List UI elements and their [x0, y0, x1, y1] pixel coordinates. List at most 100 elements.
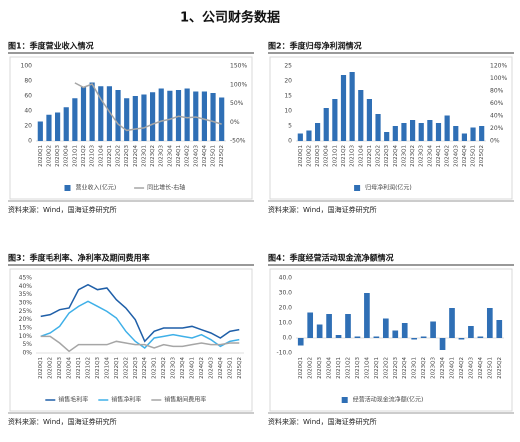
- x-tick-label: 2022Q1: [107, 145, 113, 167]
- y2-tick-label: 40%: [490, 113, 504, 120]
- x-tick-label: 2021Q4: [358, 145, 364, 167]
- figure-caption: 图4：季度经营活动现金流净额情况: [268, 253, 394, 263]
- figure-source: 资料来源：Wind，国海证券研究所: [8, 205, 117, 214]
- bar: [46, 114, 52, 141]
- bar: [477, 336, 484, 338]
- bar: [315, 123, 321, 141]
- x-tick-label: 2025Q2: [497, 357, 503, 379]
- legend-label: 销售期间费用率: [164, 396, 206, 404]
- legend-symbol: [341, 397, 348, 403]
- x-tick-label: 2022Q2: [116, 145, 122, 167]
- y-tick-label: -10.0: [276, 350, 292, 357]
- bar: [340, 75, 347, 141]
- bar: [80, 87, 87, 141]
- y2-tick-label: 150%: [230, 63, 247, 70]
- x-tick-label: 2024Q2: [199, 357, 205, 379]
- bar: [401, 123, 407, 141]
- bar: [297, 338, 304, 346]
- y-tick-label: 80: [24, 78, 32, 85]
- x-tick-label: 2024Q3: [468, 357, 474, 379]
- x-tick-label: 2020Q1: [38, 145, 44, 167]
- bar: [364, 293, 370, 338]
- figure-source: 资料来源：Wind，国海证券研究所: [268, 205, 377, 214]
- x-tick-label: 2022Q2: [383, 357, 389, 379]
- bar: [37, 121, 43, 141]
- x-tick-label: 2025Q1: [227, 357, 233, 379]
- bar: [430, 321, 436, 338]
- bar: [444, 115, 450, 141]
- bar: [141, 94, 147, 141]
- chart-frame: [269, 268, 513, 412]
- x-tick-label: 2022Q3: [393, 357, 399, 379]
- bar: [468, 326, 474, 338]
- bar: [201, 91, 207, 141]
- y-tick-label: 15: [284, 93, 292, 100]
- x-tick-label: 2024Q4: [478, 357, 484, 379]
- y-tick-label: 5%: [22, 341, 32, 348]
- x-tick-label: 2021Q1: [336, 357, 342, 379]
- x-tick-label: 2023Q2: [421, 357, 427, 379]
- bar: [486, 308, 493, 338]
- chart-frame: [9, 268, 253, 412]
- x-tick-label: 2024Q3: [453, 145, 459, 167]
- bar: [98, 86, 104, 141]
- legend-label: 经营活动现金流净额(亿元): [353, 396, 424, 404]
- x-tick-label: 2023Q3: [419, 145, 425, 167]
- y-tick-label: 60: [24, 93, 32, 100]
- bar: [435, 123, 442, 141]
- bar: [167, 90, 173, 141]
- y-tick-label: 35%: [19, 291, 33, 298]
- x-tick-label: 2021Q1: [332, 145, 338, 167]
- x-tick-label: 2020Q3: [317, 357, 323, 379]
- bar: [124, 98, 130, 141]
- x-tick-label: 2020Q4: [67, 357, 73, 379]
- bar: [461, 133, 467, 141]
- bar: [410, 120, 416, 141]
- x-tick-label: 2025Q2: [237, 357, 243, 379]
- x-tick-label: 2023Q4: [180, 357, 186, 379]
- bar: [106, 86, 112, 141]
- y-tick-label: 40: [24, 108, 32, 115]
- x-tick-label: 2021Q3: [90, 145, 96, 167]
- bar: [63, 107, 69, 141]
- x-tick-label: 2021Q4: [104, 357, 110, 379]
- y-tick-label: 40.0: [279, 275, 293, 282]
- bar: [401, 323, 408, 338]
- x-tick-label: 2021Q1: [72, 145, 78, 167]
- x-tick-label: 2022Q1: [114, 357, 120, 379]
- x-tick-label: 2023Q3: [171, 357, 177, 379]
- x-tick-label: 2021Q1: [76, 357, 82, 379]
- y2-tick-label: 0%: [230, 119, 240, 126]
- bar: [115, 90, 121, 141]
- bar: [158, 88, 164, 141]
- bar: [150, 92, 156, 141]
- x-tick-label: 2020Q1: [38, 357, 44, 379]
- x-tick-label: 2023Q1: [152, 357, 158, 379]
- bar: [392, 330, 399, 338]
- y-tick-label: 25%: [19, 308, 33, 315]
- y-tick-label: 5: [288, 123, 292, 130]
- legend-label: 营业收入(亿元): [76, 184, 117, 192]
- x-tick-label: 2020Q2: [46, 145, 52, 167]
- x-tick-label: 2022Q4: [393, 145, 399, 167]
- x-tick-label: 2023Q1: [141, 145, 147, 167]
- figure-caption: 图3：季度毛利率、净利率及期间费用率: [8, 253, 150, 263]
- y-tick-label: 0.0: [282, 335, 292, 342]
- y-tick-label: 0: [28, 138, 32, 145]
- bar: [354, 336, 361, 338]
- bar: [297, 133, 303, 141]
- bar: [453, 126, 459, 141]
- bar: [316, 324, 323, 338]
- y2-tick-label: 50%: [230, 100, 244, 107]
- bar: [418, 123, 424, 141]
- x-tick-label: 2024Q2: [185, 145, 191, 167]
- x-tick-label: 2024Q3: [208, 357, 214, 379]
- bar: [420, 336, 427, 338]
- figure-caption: 图1：季度营业收入情况: [8, 41, 94, 51]
- line: [74, 82, 222, 132]
- legend-label: 销售净利率: [111, 396, 141, 404]
- y-tick-label: 10: [284, 108, 292, 115]
- x-tick-label: 2022Q3: [384, 145, 390, 167]
- x-tick-label: 2020Q3: [57, 357, 63, 379]
- y2-tick-label: 0%: [490, 138, 500, 145]
